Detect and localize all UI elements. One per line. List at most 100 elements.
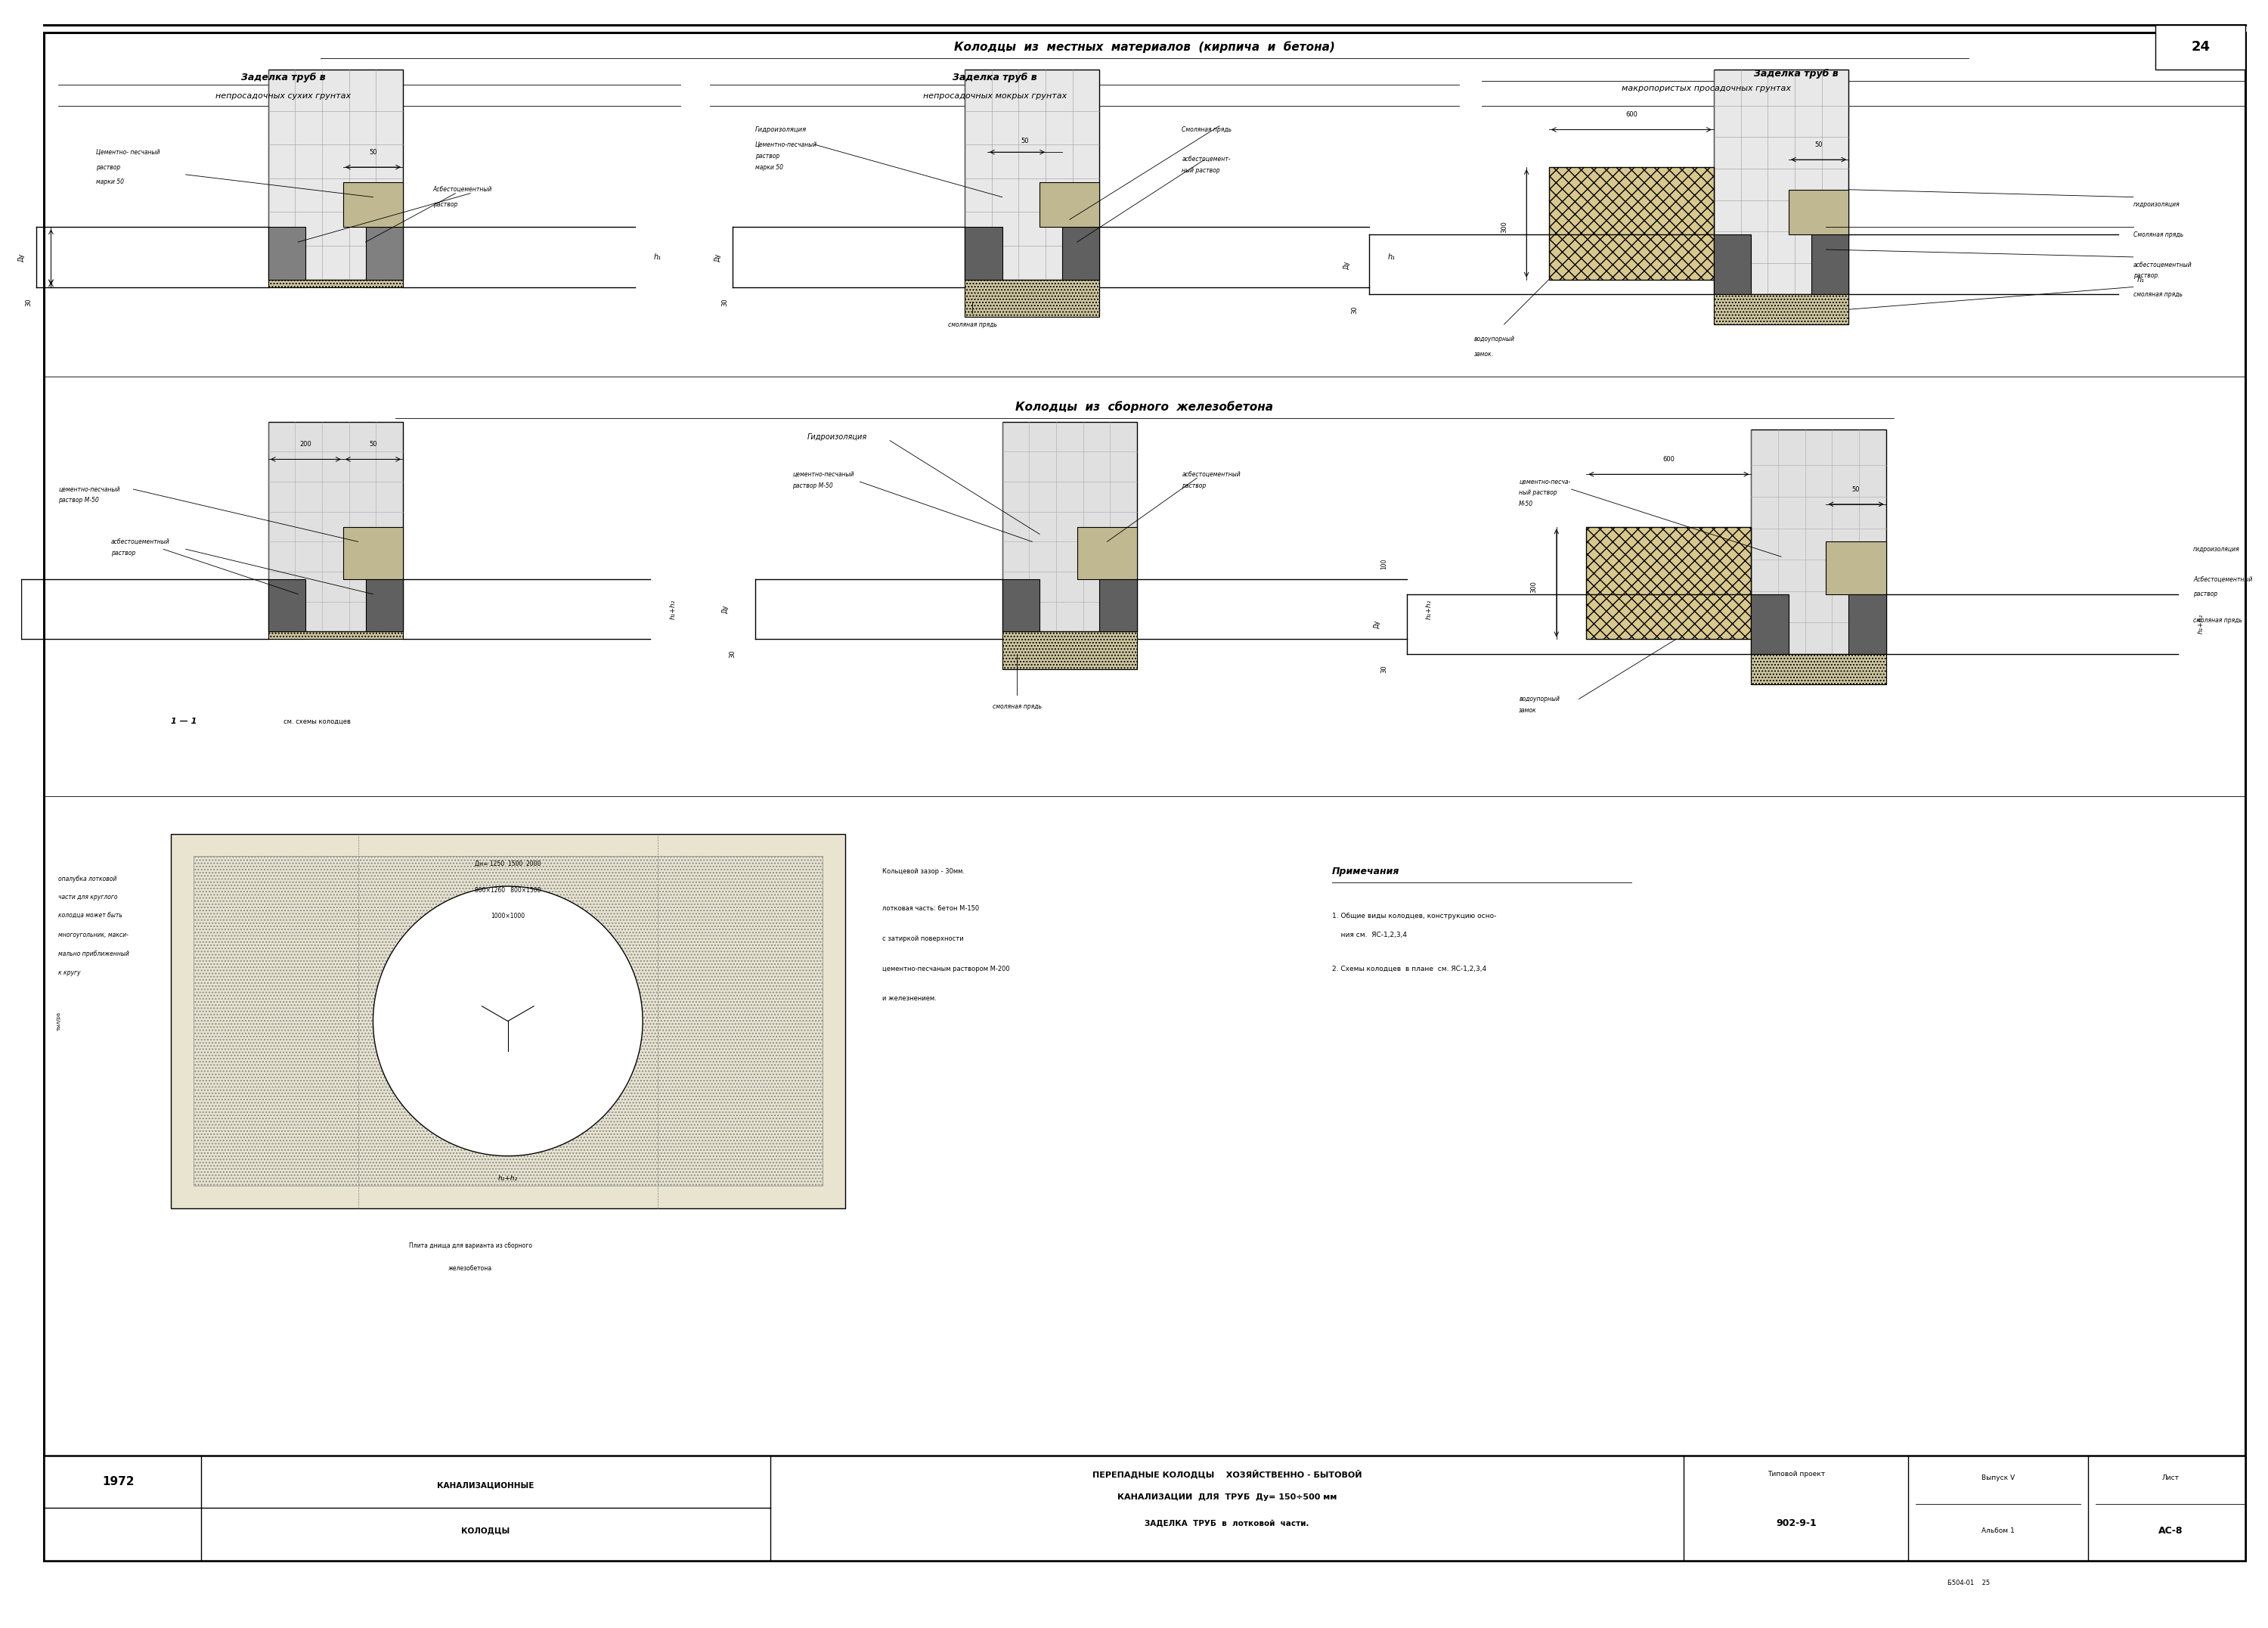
Text: h₁: h₁ [1388, 254, 1395, 260]
Text: 1. Общие виды колодцев, конструкцию осно-: 1. Общие виды колодцев, конструкцию осно… [1331, 913, 1497, 920]
Text: цементно-песчаный: цементно-песчаный [792, 470, 855, 477]
Text: ный раствор: ный раствор [1520, 490, 1558, 497]
Text: 300: 300 [1531, 581, 1538, 593]
Text: 50: 50 [370, 148, 376, 156]
Text: с затиркой поверхности: с затиркой поверхности [882, 936, 964, 943]
Text: 30: 30 [721, 298, 728, 306]
Text: опалубка лотковой: опалубка лотковой [59, 876, 118, 882]
Bar [1061, 226, 1100, 287]
Text: цементно-песчаным раствором М-200: цементно-песчаным раствором М-200 [882, 965, 1009, 972]
Text: замок.: замок. [1474, 352, 1495, 358]
Text: смоляная прядь: смоляная прядь [948, 321, 998, 327]
Text: марки 50: марки 50 [95, 179, 125, 186]
Text: цементно-песча-: цементно-песча- [1520, 479, 1572, 485]
Text: колодца может быть: колодца может быть [59, 913, 122, 920]
Text: Выпуск V: Выпуск V [1982, 1475, 2014, 1481]
Text: 30: 30 [1352, 306, 1359, 314]
Text: h₁: h₁ [653, 254, 662, 260]
Bar [964, 280, 1100, 317]
Text: смоляная прядь: смоляная прядь [2193, 617, 2243, 624]
Text: 50: 50 [1853, 485, 1860, 493]
Text: смоляная прядь: смоляная прядь [993, 703, 1041, 710]
Bar [268, 280, 404, 287]
Text: Плита днища для варианта из сборного: Плита днища для варианта из сборного [408, 1242, 533, 1249]
Text: Ду: Ду [18, 252, 25, 262]
Text: водоупорный: водоупорный [1520, 695, 1560, 702]
Text: непросадочных сухих грунтах: непросадочных сухих грунтах [215, 93, 352, 99]
Text: АС-8: АС-8 [2159, 1525, 2182, 1535]
Text: макропористых просадочных грунтах: макропористых просадочных грунтах [1622, 85, 1792, 93]
Bar [1751, 594, 1789, 654]
Text: раствор.: раствор. [2134, 272, 2159, 278]
Text: 1000×1000: 1000×1000 [490, 913, 524, 920]
Text: 50: 50 [1814, 142, 1823, 148]
Bar [268, 632, 404, 640]
Text: 200: 200 [299, 441, 311, 448]
Bar [268, 422, 404, 632]
Text: лотковая часть: бетон М-150: лотковая часть: бетон М-150 [882, 905, 980, 912]
Text: Гидроизоляция: Гидроизоляция [755, 127, 807, 133]
Text: железобетона: железобетона [449, 1265, 492, 1271]
Bar [964, 226, 1002, 287]
Bar [1751, 430, 1887, 654]
Text: 300: 300 [1501, 221, 1508, 233]
Text: гидроизоляция: гидроизоляция [2134, 202, 2180, 208]
Text: Примечания: Примечания [1331, 866, 1399, 876]
Text: h₁+h₂: h₁+h₂ [669, 599, 676, 619]
Text: Кольцевой зазор - 30мм.: Кольцевой зазор - 30мм. [882, 868, 964, 874]
Text: М-50: М-50 [1520, 501, 1533, 508]
Bar [1002, 580, 1039, 640]
Text: Ду: Ду [1343, 260, 1349, 269]
Bar [1715, 295, 1848, 324]
Text: 1 — 1: 1 — 1 [170, 718, 197, 724]
Bar [1100, 580, 1136, 640]
Text: Колодцы  из  сборного  железобетона: Колодцы из сборного железобетона [1016, 400, 1272, 414]
Text: и железнением.: и железнением. [882, 995, 937, 1003]
Text: Асбестоцементный: Асбестоцементный [433, 186, 492, 194]
Bar [342, 527, 404, 580]
Bar [1002, 640, 1136, 669]
Text: водоупорный: водоупорный [1474, 335, 1515, 344]
Bar [964, 70, 1100, 280]
Text: гидроизоляция: гидроизоляция [2193, 545, 2241, 552]
Bar [268, 226, 306, 287]
Bar [1715, 295, 1848, 324]
Text: 2. Схемы колодцев  в плане  см. ЯС-1,2,3,4: 2. Схемы колодцев в плане см. ЯС-1,2,3,4 [1331, 965, 1486, 972]
Text: Смоляная прядь: Смоляная прядь [1182, 127, 1232, 133]
Text: Типовой проект: Типовой проект [1767, 1472, 1826, 1478]
Bar [2155, 24, 2245, 70]
Text: асбестоцементный: асбестоцементный [111, 539, 170, 545]
Text: 30: 30 [25, 298, 32, 306]
Bar [1826, 542, 1887, 594]
Bar [1751, 654, 1887, 684]
Text: Ду: Ду [1374, 620, 1381, 628]
Text: Цементно- песчаный: Цементно- песчаный [95, 148, 159, 156]
Text: ния см.  ЯС-1,2,3,4: ния см. ЯС-1,2,3,4 [1331, 931, 1406, 938]
Text: h₁: h₁ [2136, 275, 2146, 283]
Bar [170, 834, 846, 1208]
Text: Альбом 1: Альбом 1 [1982, 1527, 2014, 1534]
Text: 100: 100 [1381, 558, 1388, 570]
Text: Асбестоцементный: Асбестоцементный [2193, 576, 2252, 583]
Text: раствор: раствор [95, 164, 120, 171]
Bar [1002, 632, 1136, 669]
Text: 1972: 1972 [102, 1477, 134, 1488]
Bar [1751, 654, 1887, 684]
Bar [1848, 594, 1887, 654]
Text: ПЕРЕПАДНЫЕ КОЛОДЦЫ    ХОЗЯЙСТВЕННО - БЫТОВОЙ: ПЕРЕПАДНЫЕ КОЛОДЦЫ ХОЗЯЙСТВЕННО - БЫТОВО… [1093, 1470, 1361, 1478]
Text: раствор: раствор [2193, 591, 2218, 597]
Text: 800×1260   800×1500: 800×1260 800×1500 [474, 887, 542, 894]
Text: КАНАЛИЗАЦИОННЫЕ: КАНАЛИЗАЦИОННЫЕ [438, 1481, 533, 1490]
Text: цементно-песчаный: цементно-песчаный [59, 485, 120, 493]
Text: КОЛОДЦЫ: КОЛОДЦЫ [460, 1527, 510, 1534]
Text: 24: 24 [2191, 41, 2209, 54]
Text: мально приближенный: мально приближенный [59, 951, 129, 957]
Bar [1715, 70, 1848, 295]
Bar [1077, 527, 1136, 580]
Text: КАНАЛИЗАЦИИ  ДЛЯ  ТРУБ  Ду= 150÷500 мм: КАНАЛИЗАЦИИ ДЛЯ ТРУБ Ду= 150÷500 мм [1118, 1493, 1336, 1501]
Bar [1002, 422, 1136, 632]
Text: 30: 30 [1381, 664, 1388, 672]
Bar [1789, 189, 1848, 234]
Text: Лист: Лист [2161, 1475, 2180, 1481]
Text: раствор М-50: раствор М-50 [792, 482, 832, 488]
